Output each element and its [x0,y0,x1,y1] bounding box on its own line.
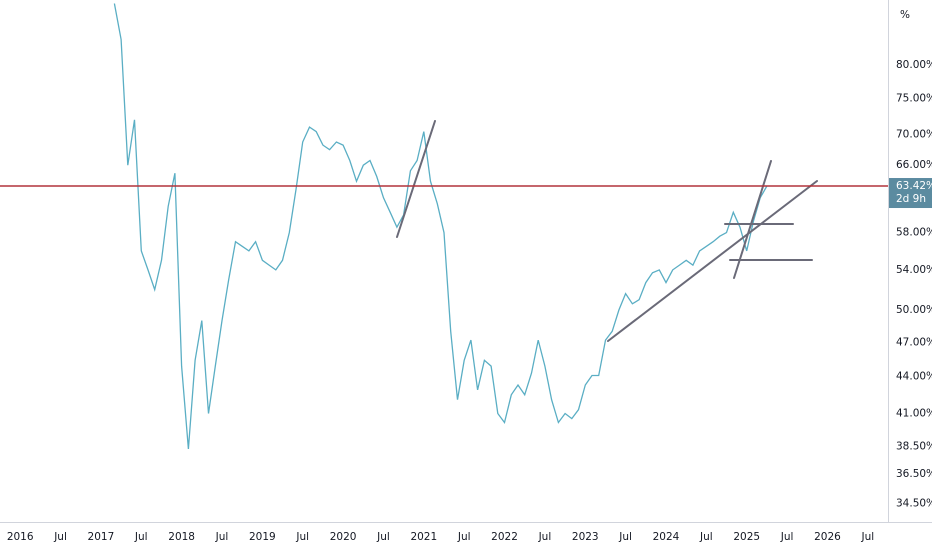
trend-line [607,180,818,342]
x-tick-label: 2023 [572,531,599,543]
y-tick-label: 75.00% [896,93,932,105]
x-tick-label: Jul [295,531,309,543]
y-tick-label: 47.00% [896,336,932,348]
x-tick-label: Jul [618,531,632,543]
y-tick-label: 66.00% [896,159,932,171]
trend-line [733,160,772,279]
y-tick-label: 41.00% [896,408,932,420]
x-tick-label: 2017 [88,531,115,543]
axis-unit: % [900,9,910,21]
x-tick-label: Jul [538,531,552,543]
x-tick-label: 2025 [733,531,760,543]
x-tick-label: 2018 [168,531,195,543]
x-tick-label: Jul [860,531,874,543]
x-tick-label: Jul [215,531,229,543]
x-tick-label: Jul [780,531,794,543]
price-label: 63.42% [896,180,932,192]
y-tick-label: 38.50% [896,440,932,452]
y-tick-label: 34.50% [896,498,932,510]
x-tick-label: Jul [376,531,390,543]
x-tick-label: Jul [134,531,148,543]
y-tick-label: 58.00% [896,227,932,239]
x-tick-label: Jul [457,531,471,543]
countdown-label: 2d 9h [896,193,926,205]
price-label-box [889,178,932,209]
x-tick-label: Jul [53,531,67,543]
y-tick-label: 36.50% [896,468,932,480]
drawings [396,120,818,342]
y-tick-label: 70.00% [896,129,932,141]
y-tick-label: 44.00% [896,371,932,383]
y-tick-label: 50.00% [896,304,932,316]
x-tick-label: 2024 [653,531,680,543]
plot [113,3,768,450]
y-tick-label: 54.00% [896,264,932,276]
x-tick-label: 2022 [491,531,518,543]
y-tick-label: 80.00% [896,59,932,71]
trend-line [396,120,436,238]
x-tick-label: 2026 [814,531,841,543]
x-tick-label: 2021 [410,531,437,543]
price-line-series [113,3,768,450]
x-tick-label: 2016 [7,531,34,543]
x-tick-label: 2019 [249,531,276,543]
x-tick-label: Jul [699,531,713,543]
x-tick-label: 2020 [330,531,357,543]
